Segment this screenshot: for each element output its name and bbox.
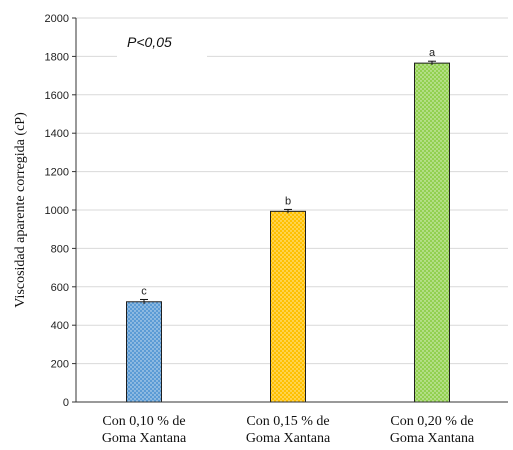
y-tick-label: 200 <box>51 359 69 371</box>
bar <box>270 210 306 403</box>
x-axis-categories: Con 0,10 % de Goma Xantana Con 0,15 % de Go… <box>102 414 475 446</box>
x-category-label: Con 0,10 % de <box>102 414 185 429</box>
y-tick-label: 800 <box>51 243 69 255</box>
y-tick-label: 0 <box>63 397 69 409</box>
x-category-label: Con 0,15 % de <box>246 414 329 429</box>
axes <box>75 18 508 403</box>
significance-label: b <box>285 195 291 207</box>
y-tick-label: 400 <box>51 320 69 332</box>
bars: c b a <box>126 47 450 403</box>
x-category-label: Con 0,20 % de <box>390 414 473 429</box>
annotation-box: P<0,05 <box>117 27 207 59</box>
y-axis-label: Viscosidad aparente corregida (cP) <box>13 112 28 308</box>
y-tick-label: 1800 <box>45 51 69 63</box>
x-category-label: Goma Xantana <box>102 431 187 446</box>
y-axis-ticks: 0 200 400 600 800 1000 1200 1400 1600 1800 2000 <box>45 13 76 409</box>
y-tick-label: 1000 <box>45 205 69 217</box>
y-tick-label: 1600 <box>45 90 69 102</box>
x-category-label: Goma Xantana <box>246 431 331 446</box>
bar <box>126 301 162 403</box>
significance-label: c <box>141 285 147 297</box>
y-tick-label: 1200 <box>45 167 69 179</box>
significance-label: a <box>429 47 436 59</box>
y-tick-label: 2000 <box>45 13 69 25</box>
bar <box>414 62 450 403</box>
y-tick-label: 1400 <box>45 128 69 140</box>
y-tick-label: 600 <box>51 282 69 294</box>
p-value-annotation: P<0,05 <box>127 34 172 50</box>
x-category-label: Goma Xantana <box>390 431 475 446</box>
